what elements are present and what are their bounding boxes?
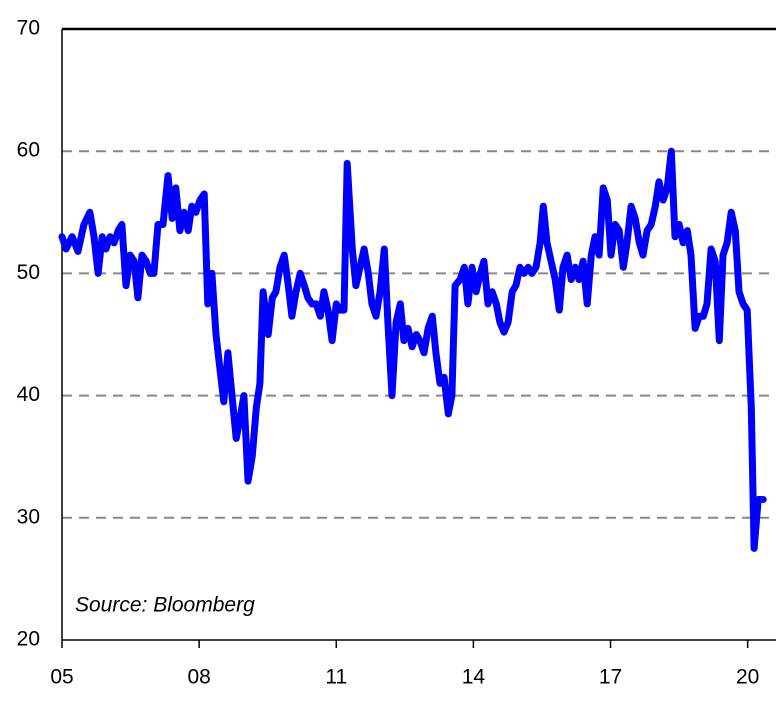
y-tick-label: 40 [17, 383, 40, 406]
annotation: Source: Bloomberg [75, 594, 255, 617]
y-tick-label: 30 [17, 505, 40, 528]
y-tick-label: 70 [17, 17, 40, 40]
x-tick-label: 20 [736, 666, 759, 689]
y-tick-label: 50 [17, 261, 40, 284]
x-tick-label: 05 [50, 666, 73, 689]
x-tick-label: 11 [325, 666, 347, 689]
x-tick-label: 17 [599, 666, 622, 689]
x-tick-label: 14 [462, 666, 486, 689]
y-tick-label: 20 [17, 628, 40, 651]
x-tick-label: 08 [187, 666, 210, 689]
series-line [58, 147, 767, 552]
y-tick-label: 60 [17, 139, 40, 162]
